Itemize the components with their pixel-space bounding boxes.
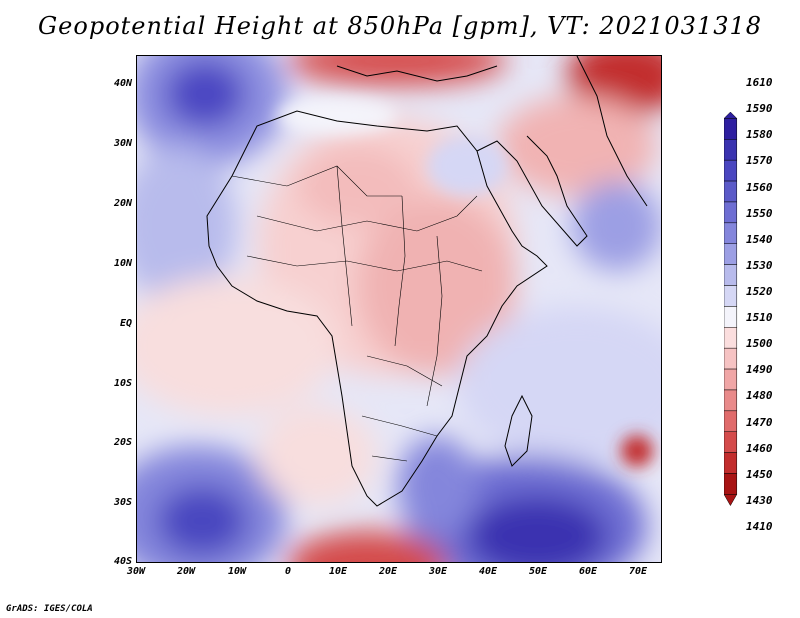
- colorbar-label-1530: 1530: [746, 258, 773, 272]
- lat-label-20s: 20S: [113, 437, 132, 448]
- colorbar-label-1580: 1580: [746, 128, 773, 142]
- lat-label-40s: 40S: [113, 556, 132, 567]
- colorbar-swatch-1580: [724, 159, 738, 182]
- lat-label-10n: 10N: [113, 258, 132, 269]
- lon-label-30w: 30W: [126, 566, 146, 577]
- lat-label-10s: 10S: [113, 378, 132, 389]
- lon-label-50e: 50E: [528, 566, 548, 577]
- lat-label-30s: 30S: [113, 497, 132, 508]
- lon-label-20e: 20E: [378, 566, 398, 577]
- colorbar-swatch-1450: [724, 431, 738, 453]
- colorbar-label-1550: 1550: [746, 206, 773, 220]
- colorbar-label-1610: 1610: [746, 76, 773, 90]
- lon-label-20w: 20W: [176, 566, 196, 577]
- colorbar-swatch-1550: [724, 222, 738, 244]
- colorbar-label-1470: 1470: [746, 415, 773, 429]
- colorbar-swatch-1510: [724, 306, 738, 328]
- lat-label-40n: 40N: [113, 78, 132, 89]
- lat-label-30n: 30N: [113, 138, 132, 149]
- lon-label-0: 0: [284, 566, 292, 577]
- colorbar-label-1490: 1490: [746, 363, 773, 377]
- lat-label-20n: 20N: [113, 198, 132, 209]
- colorbar-label-1590: 1590: [746, 102, 773, 116]
- lon-label-70e: 70E: [628, 566, 648, 577]
- colorbar-swatch-1470: [724, 389, 738, 412]
- colorbar: [724, 111, 738, 507]
- colorbar-swatch-1500: [724, 327, 738, 349]
- colorbar-label-1460: 1460: [746, 441, 773, 455]
- colorbar-swatch-1530: [724, 264, 738, 286]
- colorbar-swatch-1560: [724, 201, 738, 224]
- credit-text: GrADS: IGES/COLA: [6, 604, 93, 614]
- colorbar-swatch-1570: [724, 180, 738, 203]
- colorbar-bottom-arrow: [724, 494, 738, 507]
- colorbar-swatch-1590: [724, 139, 738, 161]
- lon-label-30e: 30E: [428, 566, 448, 577]
- colorbar-top-arrow: [724, 111, 738, 119]
- colorbar-swatch-1610: [724, 118, 738, 140]
- coastlines: [206, 56, 648, 507]
- colorbar-swatch-1430: [724, 452, 738, 474]
- lon-label-10w: 10W: [227, 566, 247, 577]
- colorbar-label-1410: 1410: [746, 519, 773, 533]
- geopotential-field: [137, 56, 661, 562]
- colorbar-label-1500: 1500: [746, 337, 773, 351]
- lon-label-10e: 10E: [328, 566, 348, 577]
- colorbar-label-1510: 1510: [746, 311, 773, 325]
- colorbar-label-1560: 1560: [746, 180, 773, 194]
- lat-label-eq: EQ: [119, 318, 132, 329]
- colorbar-swatch-1480: [724, 368, 738, 391]
- colorbar-label-1520: 1520: [746, 284, 773, 298]
- colorbar-label-1480: 1480: [746, 389, 773, 403]
- colorbar-swatch-1460: [724, 410, 738, 432]
- colorbar-label-1450: 1450: [746, 467, 773, 481]
- colorbar-swatch-1520: [724, 285, 738, 307]
- map-title: Geopotential Height at 850hPa [gpm], VT:…: [38, 12, 762, 40]
- colorbar-swatch-1540: [724, 243, 738, 265]
- lon-label-40e: 40E: [478, 566, 498, 577]
- colorbar-label-1430: 1430: [746, 493, 773, 507]
- map-plot-area: [136, 55, 662, 563]
- country-borders: [231, 165, 483, 462]
- lon-label-60e: 60E: [578, 566, 598, 577]
- colorbar-swatch-1490: [724, 347, 738, 370]
- colorbar-swatch-1410: [724, 473, 738, 495]
- colorbar-label-1540: 1540: [746, 232, 773, 246]
- colorbar-label-1570: 1570: [746, 154, 773, 168]
